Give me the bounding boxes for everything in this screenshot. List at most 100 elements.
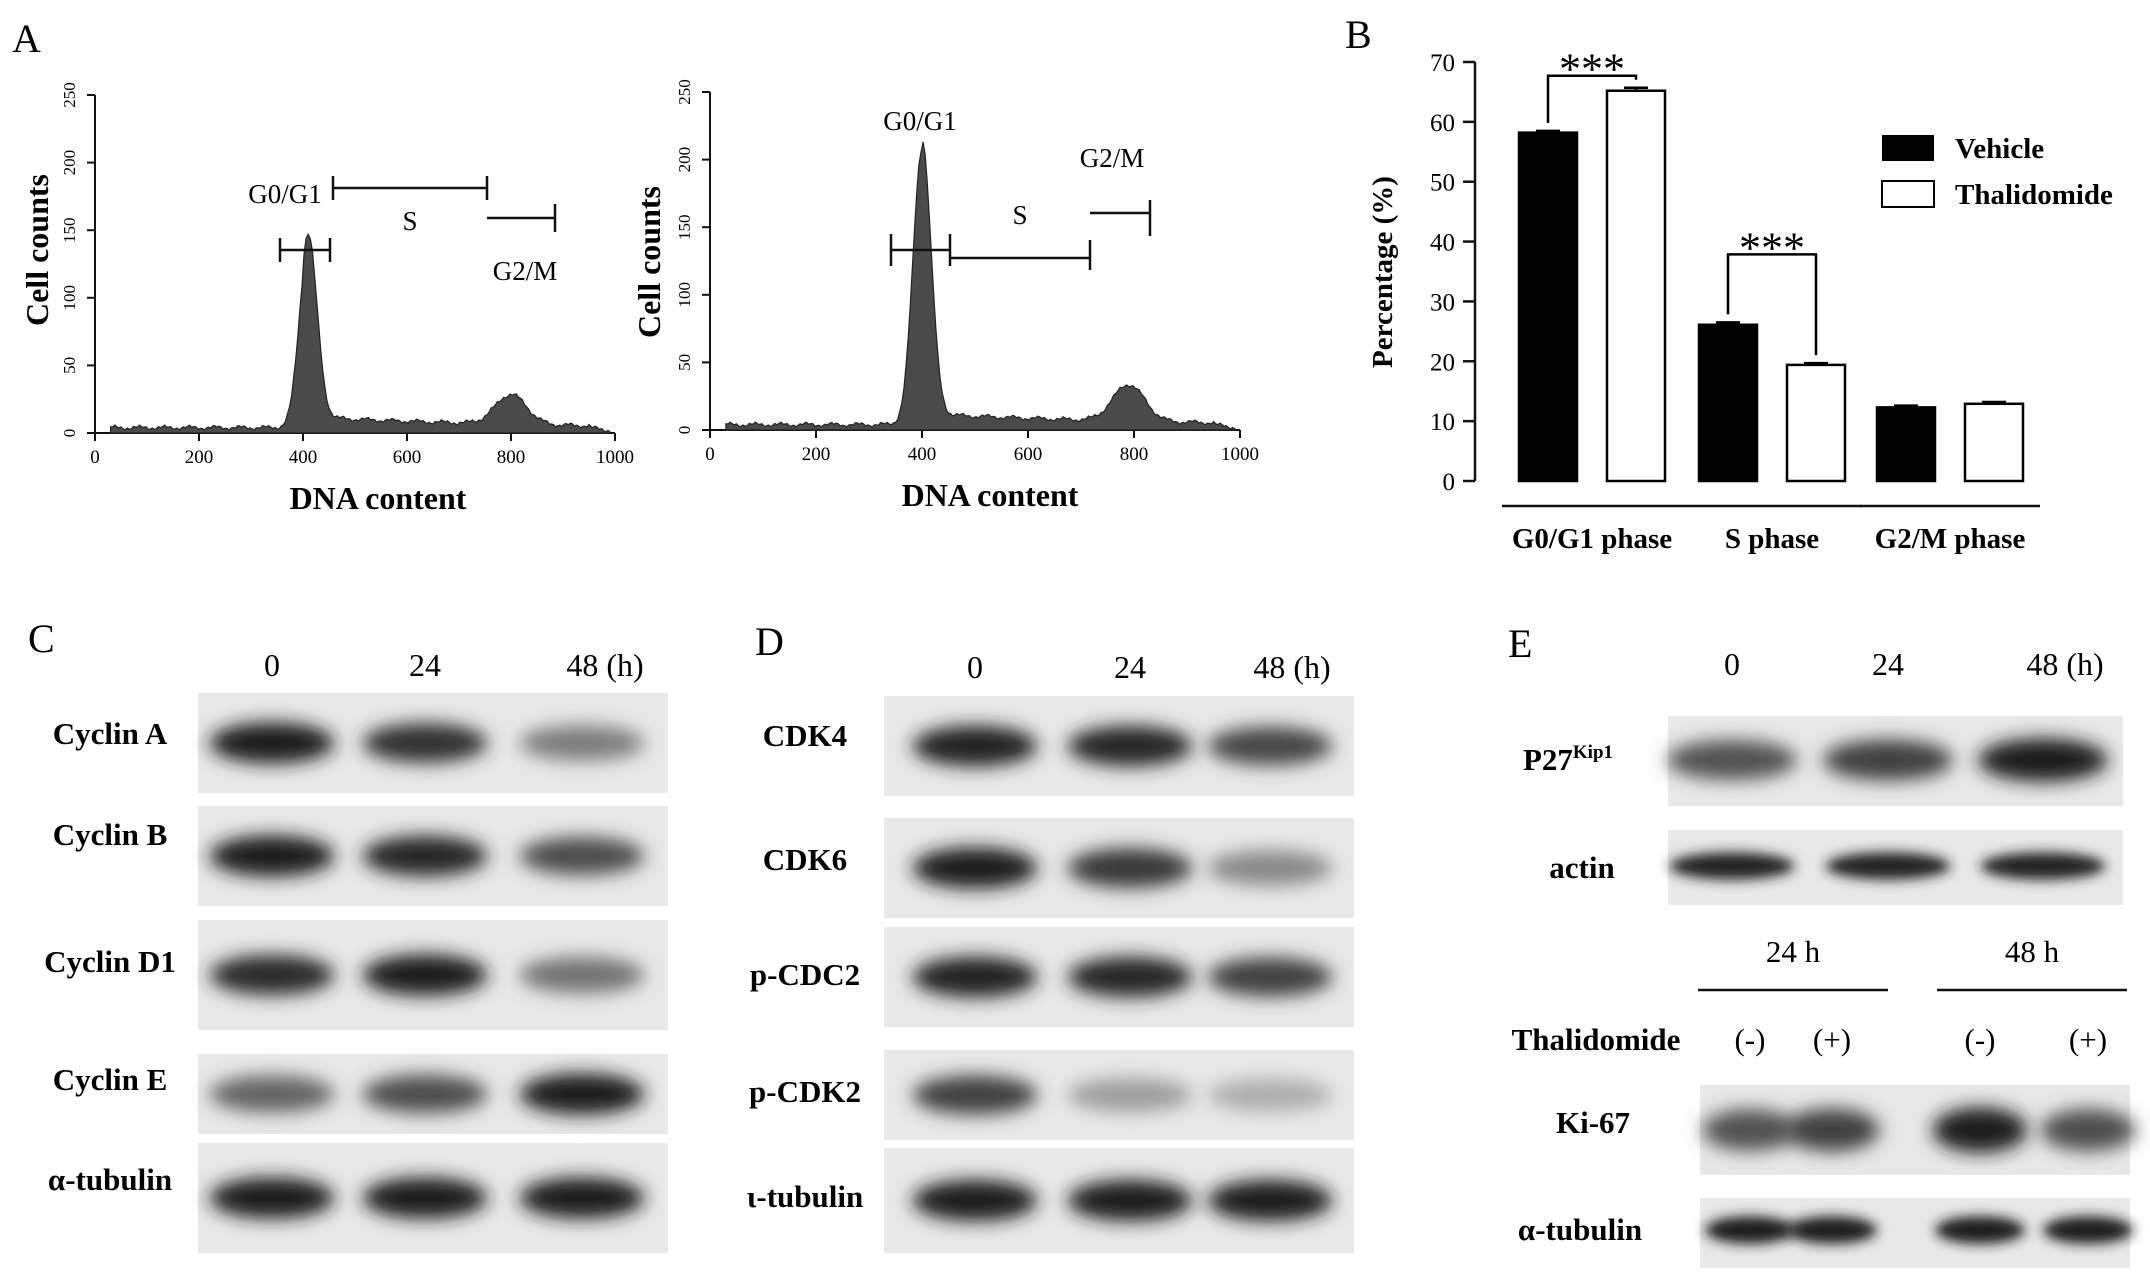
hist1-x-label: DNA content [290, 480, 467, 516]
blot-row-label: p-CDC2 [750, 957, 860, 992]
bar-vehicle-1 [1697, 323, 1759, 483]
blot-band [1823, 739, 1953, 781]
blot-band [2043, 1216, 2133, 1244]
hist1-gates [278, 176, 557, 262]
blot-band [519, 836, 645, 876]
blot-band [1825, 852, 1951, 880]
significance-brackets: *** *** [1546, 45, 1818, 356]
blot-band [1784, 1108, 1880, 1152]
blot-band [209, 1075, 335, 1113]
treatment-state: (-) [1965, 1022, 1996, 1057]
y-tick-label: 0 [60, 429, 79, 438]
significance-stars: *** [1559, 45, 1625, 94]
blot-band [209, 722, 335, 764]
x-tick-label: 600 [1014, 444, 1043, 465]
hist2-x-ticks: 0 200 400 600 800 1000 [705, 430, 1259, 465]
y-tick-label: 200 [60, 150, 79, 176]
bar-y-tick-label: 0 [1443, 469, 1456, 496]
bar-y-ticks: 0 10 20 30 40 50 60 70 [1430, 50, 1475, 496]
x-tick-label: 1000 [596, 447, 634, 468]
blot-band [1667, 739, 1797, 781]
panel-letter-c: C [28, 616, 55, 661]
y-tick-label: 0 [675, 426, 694, 435]
blot-band [519, 725, 645, 761]
blot-band [209, 954, 335, 996]
hist1-gate-g2m-label: G2/M [493, 256, 558, 286]
treatment-state: (-) [1735, 1022, 1766, 1057]
bar-y-label: Percentage (%) [1367, 176, 1399, 368]
blot-row-label: Cyclin E [53, 1062, 168, 1097]
bar-marks [1517, 86, 2025, 483]
bar-y-tick-label: 10 [1430, 409, 1455, 436]
hist2-y-ticks: 0 50 100 150 200 250 [675, 79, 710, 434]
bar-categories: G0/G1 phase S phase G2/M phase [1502, 504, 2040, 555]
blot-band [1932, 1107, 2028, 1153]
hist2-gate-s-label: S [1012, 200, 1027, 230]
blot-band [1067, 1179, 1193, 1222]
blot-band [1702, 1109, 1798, 1151]
blot-band [1067, 956, 1193, 998]
blot-band [1705, 1216, 1795, 1244]
hist1-gate-s-label: S [402, 206, 417, 236]
blot-band [1067, 1078, 1193, 1112]
blot-row-label: CDK4 [763, 718, 847, 753]
bar-y-tick-label: 60 [1430, 110, 1455, 137]
group-label: 48 h [2005, 934, 2060, 969]
hist2-gate-g2m-label: G2/M [1080, 143, 1145, 173]
blot-band [362, 1074, 488, 1114]
bar-y-tick-label: 50 [1430, 170, 1455, 197]
y-tick-label: 50 [675, 354, 694, 371]
blot-band [1207, 1179, 1333, 1222]
blot-band [912, 956, 1038, 998]
blot-row-label: α-tubulin [1518, 1212, 1642, 1247]
blot-band [362, 1177, 488, 1219]
bar-chart: 0 10 20 30 40 50 60 70 G0/G1 phase S phase G2/M p… [1367, 45, 2113, 555]
blot-row-label: Cyclin D1 [44, 944, 176, 979]
legend-label-thalidomide: Thalidomide [1955, 179, 2113, 211]
hist2-gate-g0g1-label: G0/G1 [883, 106, 957, 136]
blot-band [209, 1177, 335, 1219]
x-tick-label: 200 [185, 447, 214, 468]
x-tick-label: 0 [705, 444, 715, 465]
blot-band [912, 725, 1038, 767]
western-blot-e: 0 24 48 (h) P27Kip1 actin 24 h 48 h Thalidomide… [1512, 646, 2136, 1268]
blot-row-label: ι-tubulin [747, 1179, 863, 1214]
x-tick-label: 800 [497, 447, 526, 468]
blot-row-label: actin [1549, 850, 1614, 885]
lane-time-label: 24 [409, 647, 441, 683]
y-tick-label: 250 [675, 79, 694, 105]
legend-swatch-vehicle [1882, 135, 1934, 161]
bar-y-tick-label: 30 [1430, 289, 1455, 316]
panel-letter-a: A [12, 16, 41, 61]
western-blot-d: 0 24 48 (h) CDK4 CDK6 p-CDC2 p-CDK2 ι-tubulin [747, 649, 1354, 1253]
blot-band [362, 835, 488, 877]
blot-band [1067, 848, 1193, 888]
group-label: 24 h [1766, 934, 1821, 969]
blot-band [2040, 1108, 2136, 1152]
x-tick-label: 400 [289, 447, 318, 468]
bar-category-label: S phase [1725, 523, 1819, 555]
y-tick-label: 200 [675, 147, 694, 173]
blot-row-label: P27Kip1 [1523, 742, 1613, 777]
blot-band [519, 956, 645, 994]
hist1-y-ticks: 0 50 100 150 200 250 [60, 82, 95, 437]
blot-band [1935, 1216, 2025, 1244]
hist1-distribution [110, 232, 611, 434]
blot-band [1787, 1216, 1877, 1244]
blot-band [1980, 852, 2106, 880]
bar-thalidomide-0 [1605, 89, 1667, 483]
lane-time-label: 0 [264, 647, 280, 683]
hist2-gates [889, 200, 1152, 270]
treatment-state: (+) [2069, 1022, 2107, 1057]
lane-time-label: 48 (h) [566, 647, 643, 683]
lane-time-label: 48 (h) [1253, 649, 1330, 685]
blot-row-label: p-CDK2 [749, 1074, 861, 1109]
bar-y-tick-label: 70 [1430, 50, 1455, 77]
blot-row-label: α-tubulin [48, 1162, 172, 1197]
x-tick-label: 0 [90, 447, 100, 468]
y-tick-label: 50 [60, 357, 79, 374]
lane-time-label: 0 [1724, 646, 1740, 682]
x-tick-label: 800 [1120, 444, 1149, 465]
blot-row-label: Ki-67 [1556, 1105, 1630, 1140]
panel-letter-b: B [1345, 12, 1372, 57]
